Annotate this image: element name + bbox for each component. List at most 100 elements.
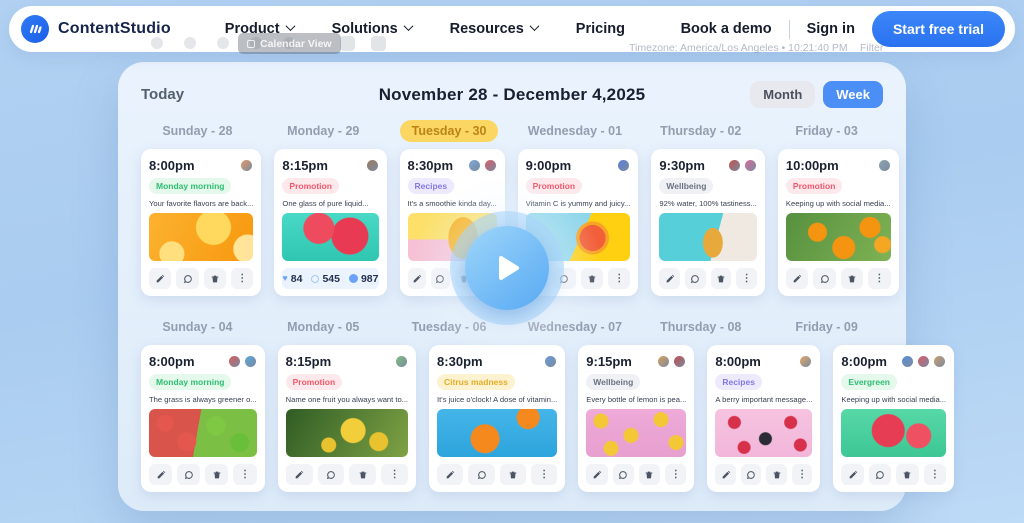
delete-button[interactable] [840,268,864,289]
post-account-avatars [225,354,257,368]
more-options-button[interactable]: ⋮ [530,464,558,485]
post-time: 10:00pm [785,157,839,173]
edit-button[interactable] [149,464,173,485]
avatar [240,158,254,172]
avatar [727,158,741,172]
kebab-menu-icon: ⋮ [237,272,248,284]
post-time: 8:00pm [149,353,195,369]
post-time: 8:15pm [285,353,332,369]
delete-button[interactable] [766,464,787,485]
post-image-pineapple-poolside [659,213,757,261]
more-options-button[interactable]: ⋮ [868,268,891,289]
post-card[interactable]: 8:15pm Promotion Name one fruit you always… [277,345,417,492]
start-free-trial-button[interactable]: Start free trial [871,11,1005,47]
post-card[interactable]: 10:00pm Promotion Keeping up with social m… [777,149,899,296]
ghost-toolbar-icon [340,36,355,51]
more-options-button[interactable]: ⋮ [381,464,409,485]
post-card[interactable]: 9:30pm Wellbeing 92% water, 100% tastiness… [651,149,765,296]
week-view-button[interactable]: Week [823,81,883,108]
delete-button[interactable] [203,268,227,289]
post-account-avatars [363,158,379,172]
post-text: Keeping up with social media... [785,199,891,208]
post-account-avatars [875,158,891,172]
month-view-button[interactable]: Month [750,81,816,108]
calendar-icon [247,39,255,48]
comment-icon [691,274,700,283]
day-header: Thursday - 08 [660,320,742,334]
delete-button[interactable] [638,464,661,485]
sign-in-link[interactable]: Sign in [806,21,855,37]
post-card[interactable]: 8:00pm Recipes A berry important message..… [707,345,821,492]
delete-button[interactable] [205,464,229,485]
edit-icon [156,274,165,282]
post-image-oranges-closeup [149,213,254,261]
edit-button[interactable] [785,268,809,289]
post-card[interactable]: 8:00pm Monday morning The grass is always … [141,345,265,492]
delete-button[interactable] [896,464,919,485]
brand-name: ContentStudio [58,20,171,37]
comment-button[interactable] [868,464,892,485]
nav-item-product[interactable]: Product [225,21,296,37]
avatar [673,354,687,368]
edit-icon [722,470,730,478]
post-actions: ⋮ [149,268,254,289]
more-options-button[interactable]: ⋮ [923,464,947,485]
brand-logo[interactable]: ContentStudio [21,15,171,43]
comment-button[interactable] [612,464,634,485]
comment-icon [184,470,193,479]
nav-item-pricing[interactable]: Pricing [576,21,625,37]
more-options-button[interactable]: ⋮ [231,268,254,289]
comment-button[interactable] [468,464,495,485]
edit-button[interactable] [659,268,681,289]
book-demo-link[interactable]: Book a demo [680,21,772,37]
video-play-button[interactable] [465,226,549,310]
post-text: A berry important message... [715,395,813,404]
avatar [933,354,947,368]
comment-icon [820,274,829,283]
comment-button[interactable] [177,464,201,485]
edit-button[interactable] [149,268,172,289]
post-actions: ⋮ [586,464,687,485]
nav-item-resources[interactable]: Resources [450,21,540,37]
day-header: Friday - 03 [795,124,858,138]
edit-button[interactable] [715,464,736,485]
post-label-tag: Promotion [785,178,843,194]
more-options-button[interactable]: ⋮ [736,268,757,289]
kebab-menu-icon: ⋮ [797,468,808,480]
comment-button[interactable] [813,268,836,289]
post-card[interactable]: 8:00pm Evergreen Keeping up with social me… [833,345,955,492]
edit-button[interactable] [841,464,864,485]
avatar [917,354,931,368]
post-card[interactable]: 9:15pm Wellbeing Every bottle of lemon is … [578,345,695,492]
stat-comments: 545 [311,273,340,285]
post-card[interactable]: 8:00pm Monday morning Your favorite flavor… [141,149,262,296]
edit-button[interactable] [285,464,313,485]
more-options-button[interactable]: ⋮ [791,464,813,485]
edit-button[interactable] [586,464,608,485]
comment-button[interactable] [317,464,345,485]
more-options-button[interactable]: ⋮ [233,464,257,485]
edit-icon [666,274,674,282]
comment-button[interactable] [740,464,762,485]
delete-button[interactable] [349,464,377,485]
comment-button[interactable] [176,268,199,289]
post-label-tag: Evergreen [841,374,898,390]
delete-button[interactable] [499,464,526,485]
trash-icon [359,471,367,478]
post-actions: ⋮ [149,464,257,485]
nav-item-solutions[interactable]: Solutions [332,21,414,37]
stat-value: 545 [322,272,340,285]
avatar [743,158,757,172]
post-account-avatars [796,354,813,368]
post-card[interactable]: 8:15pm Promotion One glass of pure liquid.… [274,149,387,296]
delete-button[interactable] [710,268,732,289]
post-text: One glass of pure liquid... [282,199,369,208]
today-button[interactable]: Today [141,86,185,103]
current-day-pill: Tuesday - 30 [399,120,499,142]
edit-button[interactable] [437,464,464,485]
comment-button[interactable] [685,268,706,289]
post-text: Your favorite flavors are back... [149,199,254,208]
post-time: 8:00pm [149,157,195,173]
more-options-button[interactable]: ⋮ [665,464,687,485]
day-header: Monday - 29 [287,124,360,138]
